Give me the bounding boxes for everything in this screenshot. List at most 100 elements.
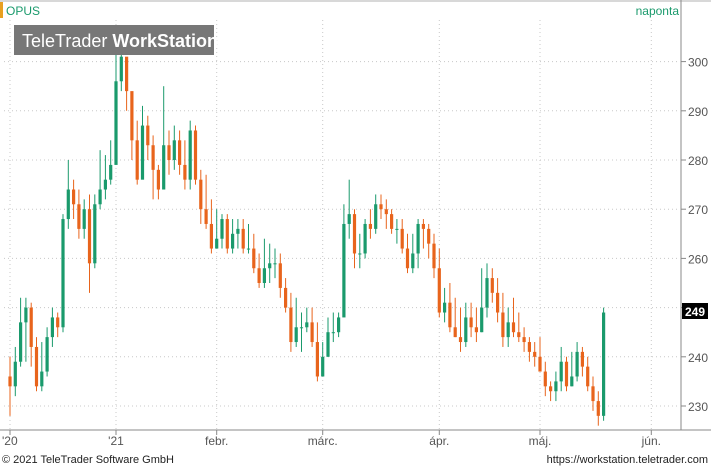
candle-body <box>421 223 425 229</box>
candle <box>193 125 198 185</box>
y-tick-label: 280 <box>688 154 708 168</box>
candle <box>257 253 261 288</box>
candle-body <box>591 386 595 402</box>
candle-body <box>135 140 139 180</box>
candle-series <box>8 27 606 426</box>
candle-body <box>273 263 277 265</box>
candle <box>374 194 378 234</box>
candle-body <box>315 342 319 377</box>
candle-body <box>34 346 39 387</box>
watermark-product: WorkStation <box>112 31 218 51</box>
candle <box>400 219 404 254</box>
candle-body <box>363 223 367 254</box>
x-axis-labels: '20 '21 febr. márc. ápr. máj. jún. <box>2 430 661 448</box>
candle-body <box>151 145 155 170</box>
candle-body <box>193 130 198 180</box>
candle <box>405 233 410 274</box>
candle <box>34 337 39 392</box>
candle <box>591 376 595 411</box>
candle <box>199 169 203 224</box>
candle-body <box>405 248 410 269</box>
candle-body <box>564 361 569 387</box>
candle-body <box>50 317 54 338</box>
candle-body <box>342 223 346 318</box>
candle-body <box>188 130 192 180</box>
candle <box>448 283 452 333</box>
candle-body <box>225 219 229 249</box>
candle <box>278 253 282 298</box>
candle <box>209 199 213 254</box>
candle-body <box>199 179 203 210</box>
candle-body <box>379 204 383 210</box>
candle-body <box>480 307 484 333</box>
candle <box>390 209 394 234</box>
x-tick-label: ápr. <box>429 434 449 448</box>
candle <box>310 307 314 347</box>
candle-body <box>522 337 526 343</box>
candle <box>305 307 309 333</box>
candle-body <box>538 356 542 372</box>
candle <box>464 302 468 347</box>
candle-body <box>61 219 65 328</box>
last-price-value: 249 <box>685 305 705 319</box>
candle-body <box>570 376 574 387</box>
candle <box>511 297 516 338</box>
candle <box>241 219 245 254</box>
candle-body <box>374 204 378 229</box>
candle-body <box>13 361 17 387</box>
candle <box>379 194 383 220</box>
candle-body <box>162 145 166 190</box>
candle <box>87 194 92 293</box>
candle <box>368 209 372 239</box>
candle-body <box>262 268 266 283</box>
candle <box>188 120 192 190</box>
x-tick-label: márc. <box>308 434 338 448</box>
candle <box>363 219 367 259</box>
candle <box>485 263 489 318</box>
candle-body <box>432 243 436 269</box>
candle <box>437 248 441 318</box>
candle-body <box>294 327 298 343</box>
candle-body <box>400 228 404 249</box>
y-tick-label: 290 <box>688 105 708 119</box>
candle-body <box>596 401 600 416</box>
candle-body <box>130 91 134 141</box>
candle-body <box>178 140 182 165</box>
candle-body <box>586 366 590 387</box>
candle-body <box>299 327 304 329</box>
candle-body <box>257 268 261 283</box>
candle <box>347 179 351 239</box>
candle <box>337 312 341 338</box>
candle <box>395 219 399 244</box>
candle <box>156 164 160 200</box>
x-tick-label: '21 <box>108 434 124 448</box>
candle-body <box>156 169 160 190</box>
candle-body <box>384 209 388 215</box>
candle <box>13 346 17 397</box>
candle-body <box>77 204 81 229</box>
candle-body <box>448 302 452 328</box>
candle <box>496 278 500 323</box>
candle-body <box>437 268 441 313</box>
candle <box>411 233 415 274</box>
candle <box>480 268 484 333</box>
candle-body <box>368 223 372 229</box>
candle <box>172 125 176 170</box>
candle-body <box>8 376 12 387</box>
candle <box>474 307 478 343</box>
candle <box>575 342 579 382</box>
candle-body <box>602 312 606 416</box>
candle-body <box>580 351 584 367</box>
candle <box>72 179 76 220</box>
symbol-label: OPUS <box>6 4 40 18</box>
candle <box>427 223 431 259</box>
candle <box>146 115 150 160</box>
candle-body <box>167 145 171 160</box>
candle-body <box>321 356 325 377</box>
candle-body <box>485 278 489 308</box>
candle <box>140 105 145 180</box>
candle <box>527 337 531 362</box>
candle <box>533 342 537 367</box>
candle-body <box>305 322 309 328</box>
